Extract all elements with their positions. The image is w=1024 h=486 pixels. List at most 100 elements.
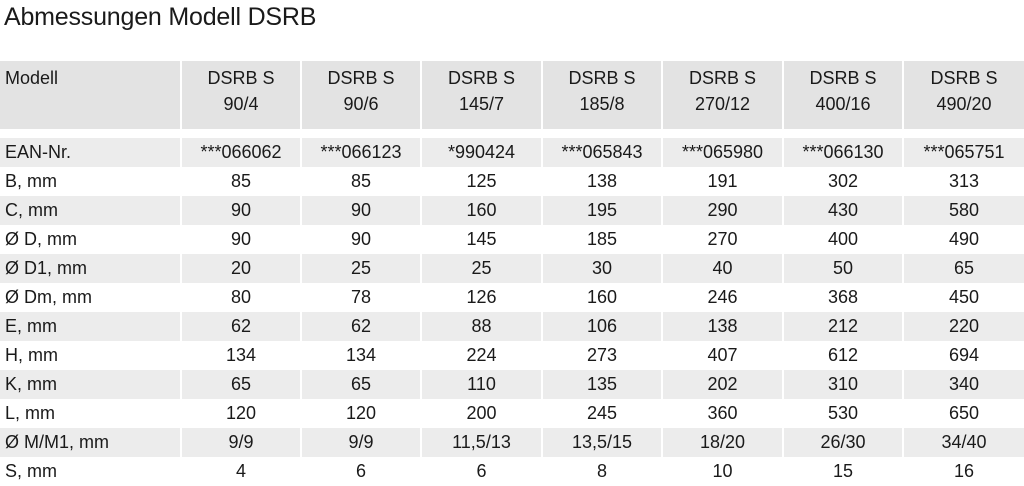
row-label: E, mm: [0, 312, 182, 341]
table-cell: 273: [542, 341, 663, 370]
table-cell: 313: [903, 167, 1024, 196]
table-cell: 18/20: [662, 428, 784, 457]
table-cell: 160: [421, 196, 543, 225]
dimensions-table: Modell DSRB S 90/4 DSRB S 90/6 DSRB S 145/7…: [0, 61, 1024, 486]
model-header: DSRB S 400/16: [783, 61, 904, 129]
row-label: Ø D1, mm: [0, 254, 182, 283]
table-cell: 26/30: [783, 428, 904, 457]
model-header-name: DSRB S: [568, 68, 636, 88]
model-header: DSRB S 270/12: [662, 61, 784, 129]
table-body: EAN-Nr. ***066062 ***066123 *990424 ***06584…: [0, 129, 1024, 486]
table-cell: 90: [301, 225, 422, 254]
row-label: L, mm: [0, 399, 182, 428]
table-cell: ***065980: [662, 138, 784, 167]
table-cell: 138: [662, 312, 784, 341]
model-header-size: 270/12: [694, 94, 751, 114]
table-cell: 90: [181, 196, 302, 225]
table-cell: ***066123: [301, 138, 422, 167]
table-cell: 65: [903, 254, 1024, 283]
table-cell: 9/9: [181, 428, 302, 457]
row-label: B, mm: [0, 167, 182, 196]
model-header-name: DSRB S: [688, 68, 757, 88]
table-cell: 245: [542, 399, 663, 428]
table-cell: 90: [181, 225, 302, 254]
row-label: EAN-Nr.: [0, 138, 182, 167]
table-cell: 302: [783, 167, 904, 196]
table-row: E, mm 62 62 88 106 138 212 220: [0, 312, 1024, 341]
table-cell: 50: [783, 254, 904, 283]
table-cell: 13,5/15: [542, 428, 663, 457]
row-label: Ø D, mm: [0, 225, 182, 254]
table-row: EAN-Nr. ***066062 ***066123 *990424 ***06584…: [0, 138, 1024, 167]
table-cell: 25: [421, 254, 543, 283]
table-cell: 85: [301, 167, 422, 196]
model-header: DSRB S 185/8: [542, 61, 663, 129]
table-cell: 110: [421, 370, 543, 399]
model-header: DSRB S 490/20: [903, 61, 1024, 129]
table-cell: 185: [542, 225, 663, 254]
table-cell: 10: [662, 457, 784, 486]
table-row: Ø M/M1, mm 9/9 9/9 11,5/13 13,5/15 18/20 26/30…: [0, 428, 1024, 457]
table-cell: 125: [421, 167, 543, 196]
table-row: C, mm 90 90 160 195 290 430 580: [0, 196, 1024, 225]
table-cell: 134: [181, 341, 302, 370]
table-cell: 145: [421, 225, 543, 254]
table-cell: 6: [421, 457, 543, 486]
table-cell: 85: [181, 167, 302, 196]
model-header-size: 145/7: [458, 94, 505, 114]
model-header-size: 90/4: [223, 94, 259, 114]
table-cell: 580: [903, 196, 1024, 225]
model-header-name: DSRB S: [447, 68, 516, 88]
table-cell: 34/40: [903, 428, 1024, 457]
table-cell: 25: [301, 254, 422, 283]
table-cell: 290: [662, 196, 784, 225]
table-cell: 62: [301, 312, 422, 341]
table-cell: 694: [903, 341, 1024, 370]
table-row: L, mm 120 120 200 245 360 530 650: [0, 399, 1024, 428]
table-row: S, mm 4 6 6 8 10 15 16: [0, 457, 1024, 486]
table-cell: 195: [542, 196, 663, 225]
table-cell: ***066130: [783, 138, 904, 167]
table-cell: 88: [421, 312, 543, 341]
model-header-name: DSRB S: [207, 68, 275, 88]
table-row: Ø D, mm 90 90 145 185 270 400 490: [0, 225, 1024, 254]
table-cell: 160: [542, 283, 663, 312]
table-cell: 650: [903, 399, 1024, 428]
table-cell: 65: [181, 370, 302, 399]
table-cell: 4: [181, 457, 302, 486]
table-cell: 134: [301, 341, 422, 370]
row-label: H, mm: [0, 341, 182, 370]
table-cell: 65: [301, 370, 422, 399]
table-cell: 200: [421, 399, 543, 428]
table-cell: 340: [903, 370, 1024, 399]
table-cell: 246: [662, 283, 784, 312]
table-cell: 40: [662, 254, 784, 283]
model-header-size: 90/6: [343, 94, 379, 114]
table-row: H, mm 134 134 224 273 407 612 694: [0, 341, 1024, 370]
table-cell: ***065751: [903, 138, 1024, 167]
table-cell: 430: [783, 196, 904, 225]
table-cell: 80: [181, 283, 302, 312]
row-label: C, mm: [0, 196, 182, 225]
table-cell: 62: [181, 312, 302, 341]
table-cell: 310: [783, 370, 904, 399]
table-cell: 11,5/13: [421, 428, 543, 457]
table-cell: 450: [903, 283, 1024, 312]
table-row: K, mm 65 65 110 135 202 310 340: [0, 370, 1024, 399]
table-cell: 490: [903, 225, 1024, 254]
row-label: Ø M/M1, mm: [0, 428, 182, 457]
page-title: Abmessungen Modell DSRB: [4, 3, 317, 31]
table-cell: 212: [783, 312, 904, 341]
table-cell: 224: [421, 341, 543, 370]
spacer-row: [0, 129, 1024, 138]
table-cell: 20: [181, 254, 302, 283]
row-label: Ø Dm, mm: [0, 283, 182, 312]
model-header-size: 185/8: [579, 94, 625, 114]
table-cell: 360: [662, 399, 784, 428]
model-header-name: DSRB S: [809, 68, 877, 88]
table-cell: 6: [301, 457, 422, 486]
table-cell: 120: [181, 399, 302, 428]
table-cell: 8: [542, 457, 663, 486]
table-cell: 530: [783, 399, 904, 428]
header-label: Modell: [0, 61, 182, 129]
